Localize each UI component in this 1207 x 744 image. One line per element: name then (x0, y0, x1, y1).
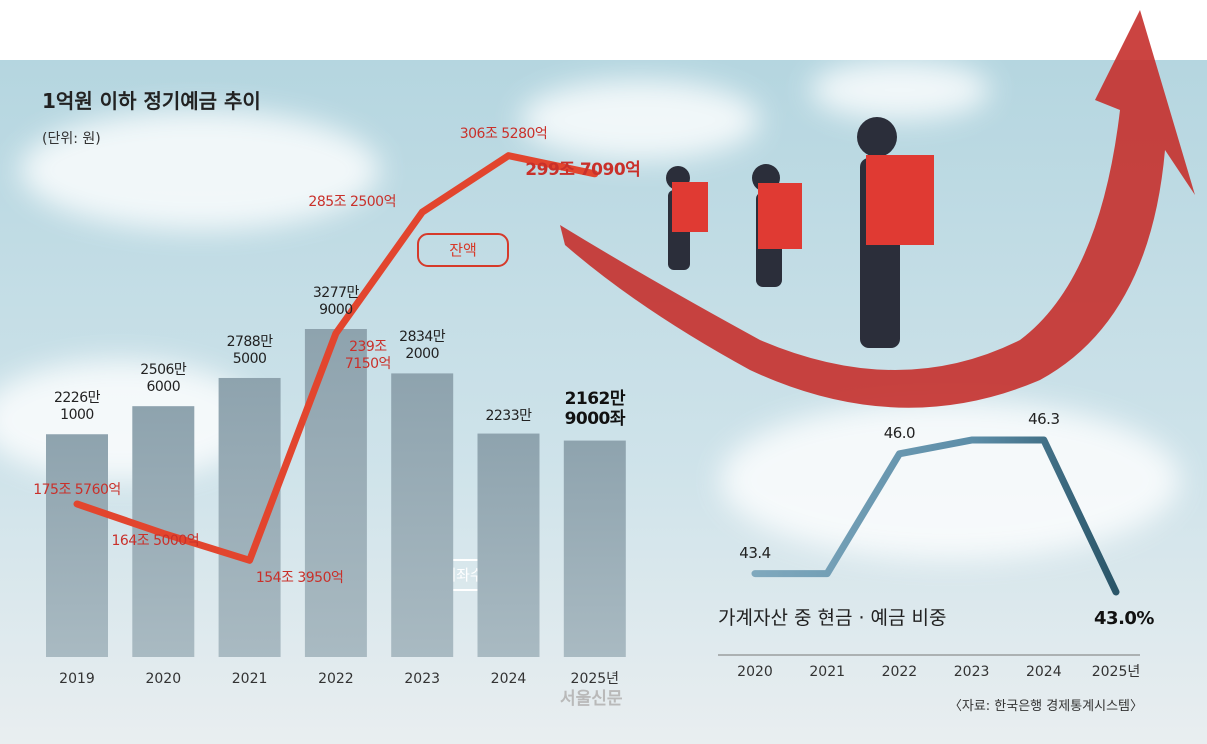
bar (391, 373, 454, 657)
bar (46, 434, 108, 657)
clouds (0, 60, 1180, 560)
title: 1억원 이하 정기예금 추이 (42, 89, 261, 113)
line-value-label: 46.0 (883, 423, 916, 442)
bar-value-label: 2233만 (485, 407, 532, 424)
subtitle: (단위: 원) (42, 131, 101, 147)
arrow-illustration (560, 10, 1195, 408)
bar (218, 377, 281, 657)
x-tick-label: 2023 (954, 664, 990, 680)
line-value-label: 43.0% (1094, 608, 1154, 629)
chart-title: 가계자산 중 현금 · 예금 비중 (718, 607, 947, 629)
bar-value-label: 2162만 9000좌 (564, 388, 626, 429)
bar (563, 440, 626, 657)
line-value-label: 164조 5000억 (111, 533, 200, 550)
source: 〈자료: 한국은행 경제통계시스템〉 (949, 698, 1143, 714)
line-value-label: 285조 2500억 (308, 194, 396, 211)
x-tick-label: 2020 (737, 664, 773, 680)
x-tick-label: 2025년 (1092, 664, 1141, 680)
bar (304, 329, 367, 657)
line-value-label: 239조 7150억 (344, 339, 392, 373)
line-value-label: 299조 7090억 (525, 159, 641, 180)
line-value-label: 306조 5280억 (459, 125, 548, 142)
line-value-label: 43.4 (739, 543, 771, 562)
x-tick-label: 2024 (491, 671, 527, 687)
legend-label: 잔액 (449, 241, 477, 259)
x-tick-label: 2021 (232, 671, 268, 687)
bar-value-label: 2506만 6000 (140, 362, 187, 395)
x-tick-label: 2025년 (571, 671, 620, 687)
watermark: 서울신문 (560, 689, 623, 709)
share-line (751, 436, 1120, 596)
balance-line (73, 152, 599, 564)
line-value-label: 175조 5760억 (33, 481, 121, 498)
line-value-label: 46.3 (1028, 410, 1060, 428)
x-tick-label: 2022 (318, 671, 354, 687)
bar-value-label: 2834만 2000 (399, 329, 446, 363)
bar-value-label: 3277만 9000 (312, 285, 360, 318)
bar-value-label: 2788만 5000 (226, 333, 274, 367)
x-tick-label: 2022 (882, 664, 918, 680)
x-tick-label: 2019 (59, 671, 95, 687)
bar-value-label: 2226만 1000 (53, 390, 101, 424)
line-value-label: 154조 3950억 (255, 570, 344, 587)
x-tick-label: 2021 (809, 664, 845, 680)
legend-box (417, 233, 509, 267)
x-tick-label: 2024 (1026, 664, 1062, 680)
x-tick-label: 2020 (145, 671, 181, 687)
boxes (672, 155, 934, 249)
x-tick-label: 2023 (404, 671, 440, 687)
bar (477, 433, 540, 657)
